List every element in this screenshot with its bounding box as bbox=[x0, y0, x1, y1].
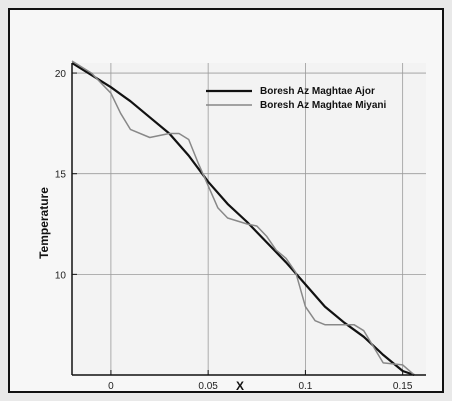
x-tick-label-0.1: 0.1 bbox=[298, 381, 312, 392]
temperature-line-chart: 10 15 20 0 0.05 0.1 0.15 X Temperature B… bbox=[37, 60, 426, 393]
series-lines bbox=[71, 60, 415, 377]
plot-area bbox=[72, 63, 426, 375]
x-axis-label: X bbox=[236, 379, 244, 393]
y-tick-labels: 10 15 20 bbox=[55, 69, 67, 281]
legend-label-miyani: Boresh Az Maghtae Miyani bbox=[260, 100, 387, 111]
y-axis-label: Temperature bbox=[37, 187, 51, 259]
y-tick-label-15: 15 bbox=[55, 170, 67, 181]
x-tick-label-0.15: 0.15 bbox=[393, 381, 413, 392]
chart-frame: 10 15 20 0 0.05 0.1 0.15 X Temperature B… bbox=[8, 8, 444, 393]
x-tick-labels: 0 0.05 0.1 0.15 bbox=[108, 381, 413, 392]
series-line-miyani bbox=[71, 60, 415, 376]
y-tick-label-10: 10 bbox=[55, 270, 67, 281]
x-tick-label-0.05: 0.05 bbox=[198, 381, 218, 392]
legend: Boresh Az Maghtae Ajor Boresh Az Maghtae… bbox=[206, 86, 387, 111]
legend-label-ajor: Boresh Az Maghtae Ajor bbox=[260, 86, 375, 97]
x-tick-label-0: 0 bbox=[108, 381, 114, 392]
series-line-ajor bbox=[71, 62, 415, 377]
y-tick-label-20: 20 bbox=[55, 69, 67, 80]
grid-lines bbox=[72, 63, 426, 375]
